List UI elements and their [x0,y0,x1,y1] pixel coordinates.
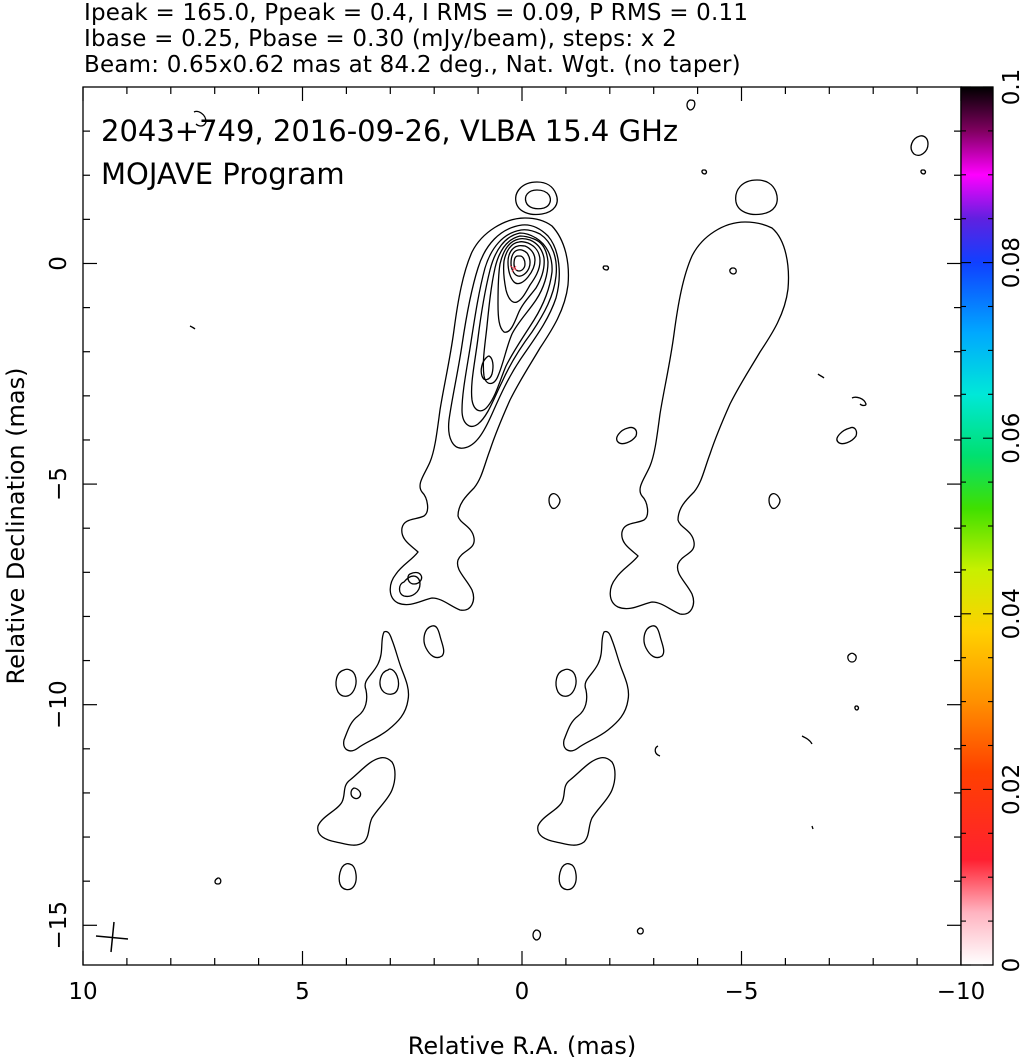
chart-title: 2043+749, 2016-09-26, VLBA 15.4 GHz [101,114,678,148]
contour-noise-19 [801,735,813,745]
contour-jet-l3 [461,229,558,427]
colorbar-tick-label: 0 [999,958,1022,973]
contour-noise-10 [636,927,644,935]
header-line-2: Ibase = 0.25, Pbase = 0.30 (mJy/beam), s… [84,26,677,52]
header-line-3: Beam: 0.65x0.62 mas at 84.2 deg., Nat. W… [84,52,741,78]
x-tick-label: −10 [937,979,986,1005]
contour-jet-l5 [482,235,549,385]
contour-knot-top-right [735,179,778,216]
beam-marker [95,921,129,953]
contour-noise-15 [854,705,860,711]
colorbar-tick-label: 0.04 [999,588,1022,639]
chart-subtitle: MOJAVE Program [101,157,345,191]
y-axis-title: Relative Declination (mas) [2,367,30,684]
y-tick-label: −15 [46,901,72,950]
contour-blob-r5 [537,756,616,846]
contour-noise-7 [847,652,857,663]
contour-noise-3 [768,493,781,510]
y-tick-labels: 0 −5 −10 −15 [46,256,72,949]
contour-jet-l6 [497,237,545,333]
contour-jet-l8 [507,244,536,285]
contour-jet-l10 [513,255,526,272]
x-tick-label: 0 [515,979,530,1005]
contour-noise-4 [836,426,858,445]
header-line-1: Ipeak = 165.0, Ppeak = 0.4, I RMS = 0.09… [84,0,749,26]
contour-blob-l3 [335,668,357,697]
contour-noise-18 [817,373,825,379]
contour-jet-l4 [470,232,553,412]
contour-jet-base-left [389,217,570,611]
contour-noise-22 [811,825,814,830]
contour-noise-6 [686,99,696,111]
contour-noise-5 [910,135,929,156]
colorbar-tick-label: 0.02 [999,764,1022,815]
colorbar-tick-label: 0.08 [999,237,1022,288]
axis-ticks [82,87,962,965]
contour-blob-r6 [558,862,577,891]
x-axis-title: Relative R.A. (mas) [408,1032,636,1060]
x-tick-label: −5 [725,979,759,1005]
contour-blob-l5 [317,756,396,846]
contour-knot-left-inner2 [407,571,423,585]
contour-blob-l5-inner [350,787,362,800]
contour-knot-left-inner [398,575,421,598]
contour-jet-l7 [502,240,541,304]
contour-blob-l1 [423,625,445,659]
contour-blob-l4 [379,668,400,695]
contour-blob-r2 [563,630,630,752]
contour-noise-14 [920,169,927,175]
contour-noise-1 [616,426,638,445]
contour-blob-l2 [343,630,410,752]
contour-noise-12 [602,265,610,271]
contour-noise-11 [729,267,737,275]
contour-knot-l7 [480,355,494,381]
contour-noise-16 [654,745,661,757]
contour-noise-2 [548,493,561,510]
contour-noise-13 [701,169,708,175]
contour-noise-20 [189,325,196,330]
contour-blob-r1 [643,625,665,659]
contour-knot-top [515,181,558,216]
colorbar-tick-label: 0.1 [999,69,1022,106]
contour-jet-base-right [609,221,790,615]
contour-noise-8 [214,877,222,885]
y-tick-label: 0 [46,256,72,271]
x-tick-label: 5 [295,979,310,1005]
contour-jet-l9 [510,249,531,277]
contour-knot-top-inner [524,189,551,210]
x-tick-labels: 10 5 0 −5 −10 [68,979,985,1005]
contour-blob-l6 [338,862,357,891]
core-marker [509,265,518,273]
y-tick-label: −5 [46,467,72,501]
contour-noise-21 [193,110,207,127]
colorbar-tick-label: 0.06 [999,413,1022,464]
contours [189,99,929,941]
contour-noise-9 [532,929,542,941]
contour-jet-l2 [447,224,560,449]
colorbar-tick-labels: 0 0.02 0.04 0.06 0.08 0.1 [999,69,1022,973]
y-tick-label: −10 [46,680,72,729]
contour-noise-17 [851,396,867,407]
x-tick-label: 10 [68,979,97,1005]
contour-blob-r3 [555,668,577,697]
colorbar-ticks [961,86,993,966]
